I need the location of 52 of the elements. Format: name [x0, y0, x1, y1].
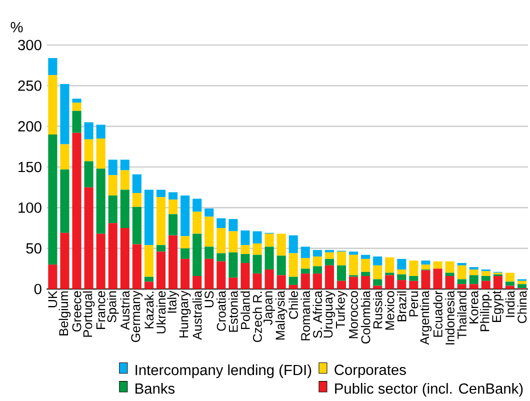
x-tick-label: Egypt — [492, 290, 504, 322]
y-tick-label: 250 — [18, 80, 42, 91]
x-tick-label: Germany — [131, 290, 143, 342]
legend-label: Public sector (incl. CenBank) — [335, 383, 523, 397]
x-tick-label: India — [505, 290, 515, 317]
x-tick-label: S. Africa — [312, 290, 322, 338]
x-tick-label: Uruguay — [324, 290, 336, 338]
y-tick-label: 50 — [26, 243, 42, 254]
legend-label: Corporates — [334, 364, 406, 378]
x-tick-label: Philipp. — [480, 292, 492, 332]
x-tick-label: US — [204, 291, 214, 308]
x-tick-label: Turkey — [336, 290, 348, 329]
x-tick-label: Japan — [264, 291, 275, 325]
x-tick-label: Thailand — [457, 291, 466, 339]
y-axis-title: % — [10, 22, 23, 32]
x-tick-label: Korea — [469, 290, 478, 324]
x-tick-label: China — [517, 290, 527, 324]
x-tick-label: Indonesia — [445, 290, 454, 344]
x-tick-label: Romania — [300, 290, 310, 340]
x-tick-label: Brazil — [397, 291, 406, 322]
x-tick-label: Russia — [372, 290, 382, 328]
x-tick-label: Morocco — [349, 291, 358, 338]
x-tick-label: Croatia — [216, 290, 226, 331]
x-tick-label: Poland — [240, 291, 250, 329]
x-tick-label: Kazak. — [144, 292, 154, 328]
x-tick-label: Belgium — [58, 291, 71, 336]
y-tick-label: 300 — [18, 40, 42, 50]
x-tick-label: Peru — [409, 291, 418, 316]
legend-label: Intercompany lending (FDI) — [136, 364, 312, 378]
legend-label: Banks — [136, 383, 175, 394]
y-tick-label: 0 — [34, 284, 42, 294]
x-tick-label: Colombia — [360, 290, 370, 344]
x-tick-label: Ecuador — [433, 290, 442, 337]
x-tick-label: Hungary — [179, 290, 191, 338]
x-tick-label: Argentina — [420, 290, 432, 345]
x-tick-label: Chile — [288, 291, 298, 319]
x-tick-label: Australia — [192, 290, 202, 340]
x-tick-label: Italy — [167, 290, 179, 313]
y-tick-label: 200 — [18, 121, 42, 132]
x-tick-label: Estonia — [228, 290, 238, 332]
x-tick-label: Spain — [106, 291, 119, 322]
y-tick-label: 150 — [18, 162, 42, 172]
x-tick-label: Czech R. — [252, 292, 262, 342]
x-tick-label: UK — [48, 290, 58, 308]
x-tick-label: Greece — [72, 291, 82, 332]
x-tick-label: Malaysia — [275, 290, 288, 340]
x-tick-label: Mexico — [384, 291, 394, 330]
x-tick-label: France — [96, 291, 106, 329]
x-tick-label: Austria — [120, 290, 130, 330]
x-tick-label: Ukraine — [156, 291, 166, 334]
y-tick-label: 100 — [18, 202, 42, 213]
x-tick-label: Portugal — [82, 291, 95, 337]
